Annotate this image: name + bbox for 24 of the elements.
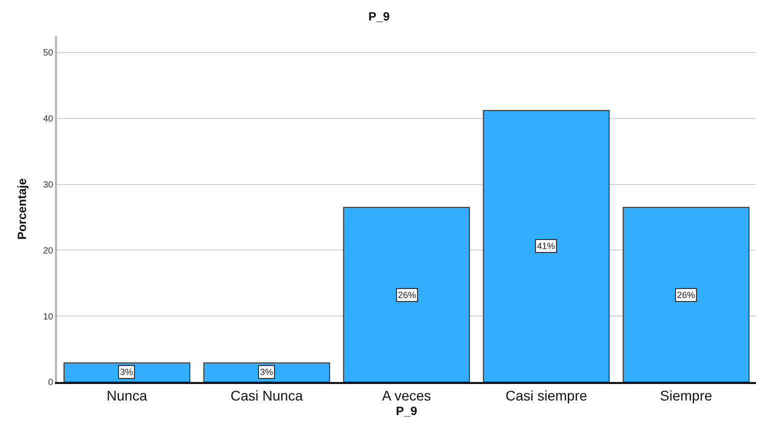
chart-title: P_9 <box>368 9 390 24</box>
x-tick-label: Casi siempre <box>505 388 588 404</box>
y-tick-label: 10 <box>43 311 54 322</box>
bar <box>622 206 750 382</box>
x-tick-label: Nunca <box>106 388 148 404</box>
data-label: 26% <box>398 290 416 300</box>
x-tick-label: Casi Nunca <box>230 388 304 404</box>
y-axis-title: Porcentaje <box>14 178 29 240</box>
data-label: 3% <box>260 367 274 377</box>
data-label: 41% <box>537 241 556 251</box>
y-tick-label: 0 <box>48 377 54 388</box>
y-tick-label: 50 <box>43 48 54 58</box>
x-tick-label: A veces <box>382 388 432 404</box>
bar <box>63 362 190 382</box>
bar <box>482 110 610 382</box>
data-label: 26% <box>677 290 696 300</box>
y-tick-label: 20 <box>43 245 54 256</box>
bar <box>203 362 330 382</box>
x-axis-title: P_9 <box>396 404 418 418</box>
y-tick-label: 40 <box>43 114 54 124</box>
y-tick-label: 30 <box>43 179 54 190</box>
x-tick-label: Siempre <box>660 388 712 404</box>
data-label: 3% <box>120 367 134 377</box>
bar <box>343 206 470 382</box>
